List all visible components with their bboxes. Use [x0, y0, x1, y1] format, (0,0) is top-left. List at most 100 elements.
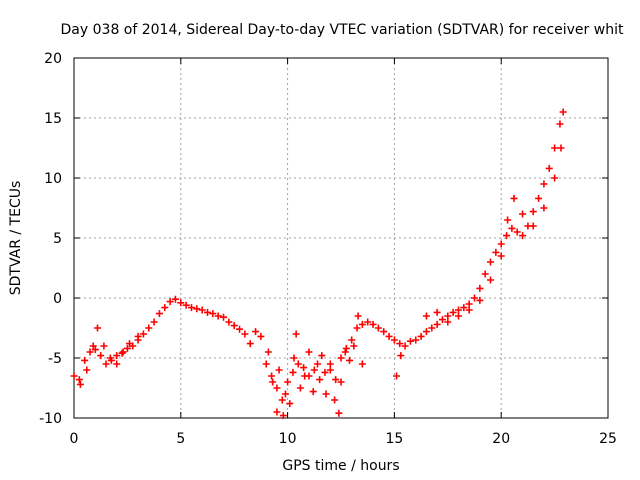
- data-point: [123, 344, 131, 352]
- x-tick-label: 5: [176, 431, 185, 447]
- data-point: [332, 376, 340, 384]
- data-point: [193, 305, 201, 313]
- data-point: [177, 299, 185, 307]
- data-point: [166, 298, 174, 306]
- y-tick-label: 10: [44, 171, 62, 187]
- data-point: [374, 324, 382, 332]
- data-point: [369, 320, 377, 328]
- data-point: [529, 208, 537, 216]
- data-point: [460, 304, 468, 312]
- data-point: [422, 328, 430, 336]
- data-point: [89, 342, 97, 350]
- data-point: [471, 294, 478, 302]
- data-point: [83, 366, 91, 374]
- data-point: [513, 228, 521, 236]
- y-tick-label: -5: [48, 351, 62, 367]
- data-point: [106, 354, 114, 362]
- data-point: [557, 144, 565, 152]
- data-point: [354, 312, 362, 320]
- data-point: [273, 408, 281, 416]
- data-point: [81, 356, 89, 364]
- data-point: [93, 324, 101, 332]
- data-point: [519, 210, 527, 218]
- data-point: [510, 194, 518, 202]
- data-point: [305, 348, 313, 356]
- data-point: [275, 366, 283, 374]
- data-point: [504, 216, 512, 224]
- data-point: [262, 360, 270, 368]
- data-point: [286, 400, 294, 408]
- data-point: [113, 352, 121, 360]
- y-tick-label: 0: [53, 291, 62, 307]
- data-point: [412, 336, 420, 344]
- data-point: [476, 296, 484, 304]
- data-point: [241, 330, 249, 338]
- data-point: [296, 384, 304, 392]
- data-point: [209, 310, 217, 318]
- data-point: [102, 360, 110, 368]
- data-point: [187, 304, 195, 312]
- data-point: [281, 390, 289, 398]
- data-point: [390, 336, 398, 344]
- data-point: [321, 368, 329, 376]
- data-point: [301, 372, 309, 380]
- data-point: [155, 310, 163, 318]
- data-point: [113, 360, 121, 368]
- data-point: [294, 360, 302, 368]
- data-point: [214, 312, 222, 320]
- data-point: [220, 313, 228, 321]
- data-point: [433, 308, 441, 316]
- data-point: [417, 332, 425, 340]
- data-point: [150, 318, 158, 326]
- data-point: [279, 412, 287, 420]
- data-point: [273, 384, 281, 392]
- data-point: [322, 390, 330, 398]
- data-point: [91, 346, 99, 354]
- data-points: [70, 108, 567, 420]
- data-point: [264, 348, 272, 356]
- y-tick-label: 5: [53, 231, 62, 247]
- data-point: [348, 336, 356, 344]
- data-point: [326, 366, 334, 374]
- data-point: [380, 328, 388, 336]
- data-point: [519, 232, 527, 240]
- data-point: [310, 366, 318, 374]
- data-point: [86, 348, 94, 356]
- data-point: [497, 240, 505, 248]
- data-point: [331, 396, 339, 404]
- x-tick-label: 20: [492, 431, 510, 447]
- data-point: [290, 354, 298, 362]
- data-point: [449, 308, 457, 316]
- data-point: [314, 360, 322, 368]
- data-point: [508, 224, 516, 232]
- data-point: [204, 308, 211, 316]
- data-point: [465, 300, 473, 308]
- data-point: [268, 372, 276, 380]
- data-point: [551, 174, 559, 182]
- data-point: [341, 348, 349, 356]
- data-point: [503, 232, 511, 240]
- data-point: [438, 316, 446, 324]
- data-point: [465, 306, 473, 314]
- data-point: [397, 352, 405, 360]
- data-point: [529, 222, 537, 230]
- data-point: [428, 324, 436, 332]
- data-point: [385, 332, 393, 340]
- y-tick-label: 15: [44, 111, 62, 127]
- data-point: [487, 276, 495, 284]
- data-point: [540, 180, 548, 188]
- data-point: [487, 258, 495, 266]
- axis-ticks: 0 5 10 15 20 25 -10 -5 0 5 10 15 20: [39, 51, 617, 447]
- data-point: [236, 325, 244, 333]
- y-axis-label: SDTVAR / TECUs: [8, 181, 24, 296]
- data-point: [246, 340, 254, 348]
- data-point: [444, 312, 452, 320]
- y-tick-label: 20: [44, 51, 62, 67]
- data-point: [497, 252, 505, 260]
- data-point: [75, 376, 83, 384]
- data-point: [454, 306, 462, 314]
- data-point: [316, 376, 324, 384]
- data-point: [492, 248, 500, 256]
- data-point: [300, 364, 308, 372]
